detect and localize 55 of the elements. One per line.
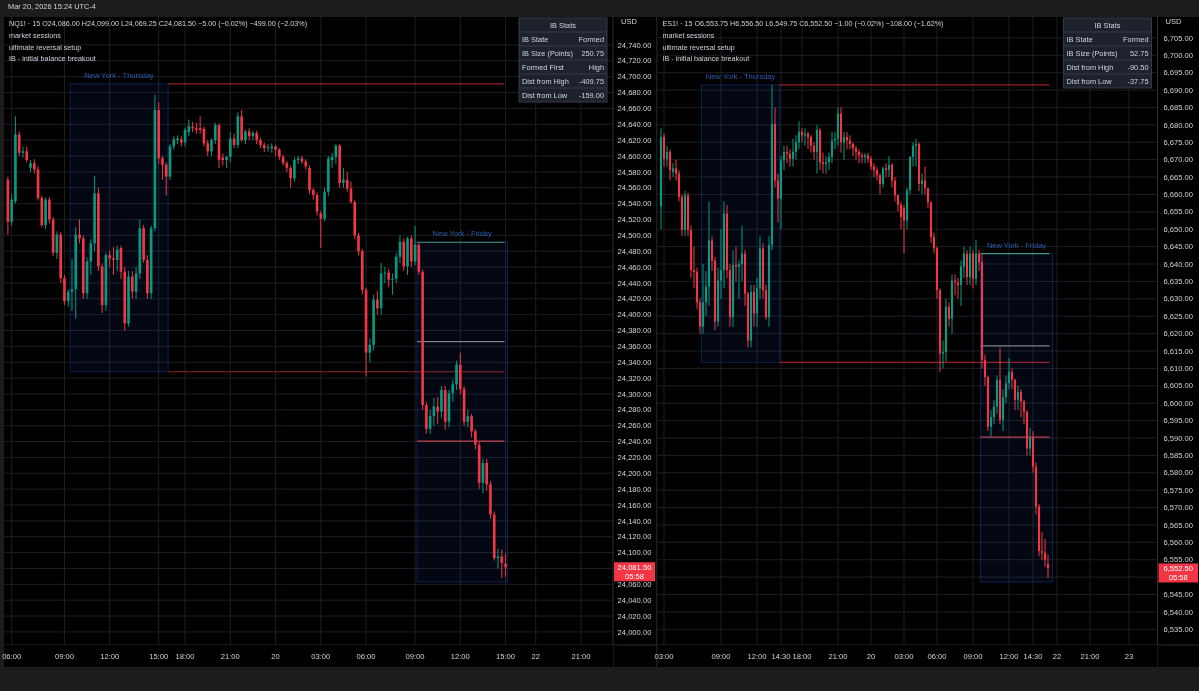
candlestick (500, 548, 504, 579)
candlestick (342, 167, 345, 189)
candlestick (470, 413, 473, 439)
candlestick (440, 385, 443, 419)
candlestick (860, 152, 864, 164)
candlestick (947, 301, 951, 328)
candlestick (845, 131, 849, 150)
candlestick (734, 246, 738, 282)
candlestick (884, 162, 888, 178)
candlestick (785, 145, 789, 164)
candlestick (1028, 427, 1032, 456)
candlestick (881, 166, 885, 188)
candlestick (956, 277, 960, 300)
candlestick (914, 138, 918, 168)
candlestick (289, 165, 292, 189)
candlestick (229, 131, 232, 163)
candlestick (63, 274, 66, 306)
candlestick (198, 115, 202, 135)
candlestick (436, 396, 440, 425)
candlestick (968, 246, 972, 286)
candlestick (965, 249, 969, 286)
candlestick (300, 155, 304, 165)
candlestick (485, 458, 489, 492)
candlestick (504, 552, 507, 578)
candlestick (387, 268, 390, 288)
candlestick (308, 165, 311, 195)
candlestick (161, 155, 164, 181)
candlestick (17, 130, 21, 157)
candlestick (788, 148, 792, 168)
candlestick (112, 246, 115, 276)
candlestick (671, 162, 675, 178)
candlestick (21, 145, 25, 159)
candlestick (425, 401, 428, 435)
candlestick (115, 245, 119, 272)
candlestick (130, 270, 134, 300)
candlestick (791, 138, 795, 168)
candlestick (902, 204, 906, 255)
candlestick (78, 218, 81, 244)
candlestick (213, 122, 217, 145)
candlestick (668, 148, 672, 182)
candlestick (474, 428, 477, 450)
candlestick (824, 155, 828, 175)
candlestick (863, 152, 867, 164)
candlestick (752, 284, 756, 328)
candlestick (391, 272, 394, 296)
candlestick (1016, 385, 1020, 411)
candlestick (240, 109, 243, 143)
candlestick (164, 161, 168, 197)
candlestick (854, 145, 858, 161)
candlestick (409, 234, 413, 268)
candlestick (455, 360, 458, 391)
candlestick (293, 157, 296, 182)
candlestick (665, 145, 669, 168)
candlestick (376, 290, 379, 316)
candlestick (357, 232, 360, 256)
